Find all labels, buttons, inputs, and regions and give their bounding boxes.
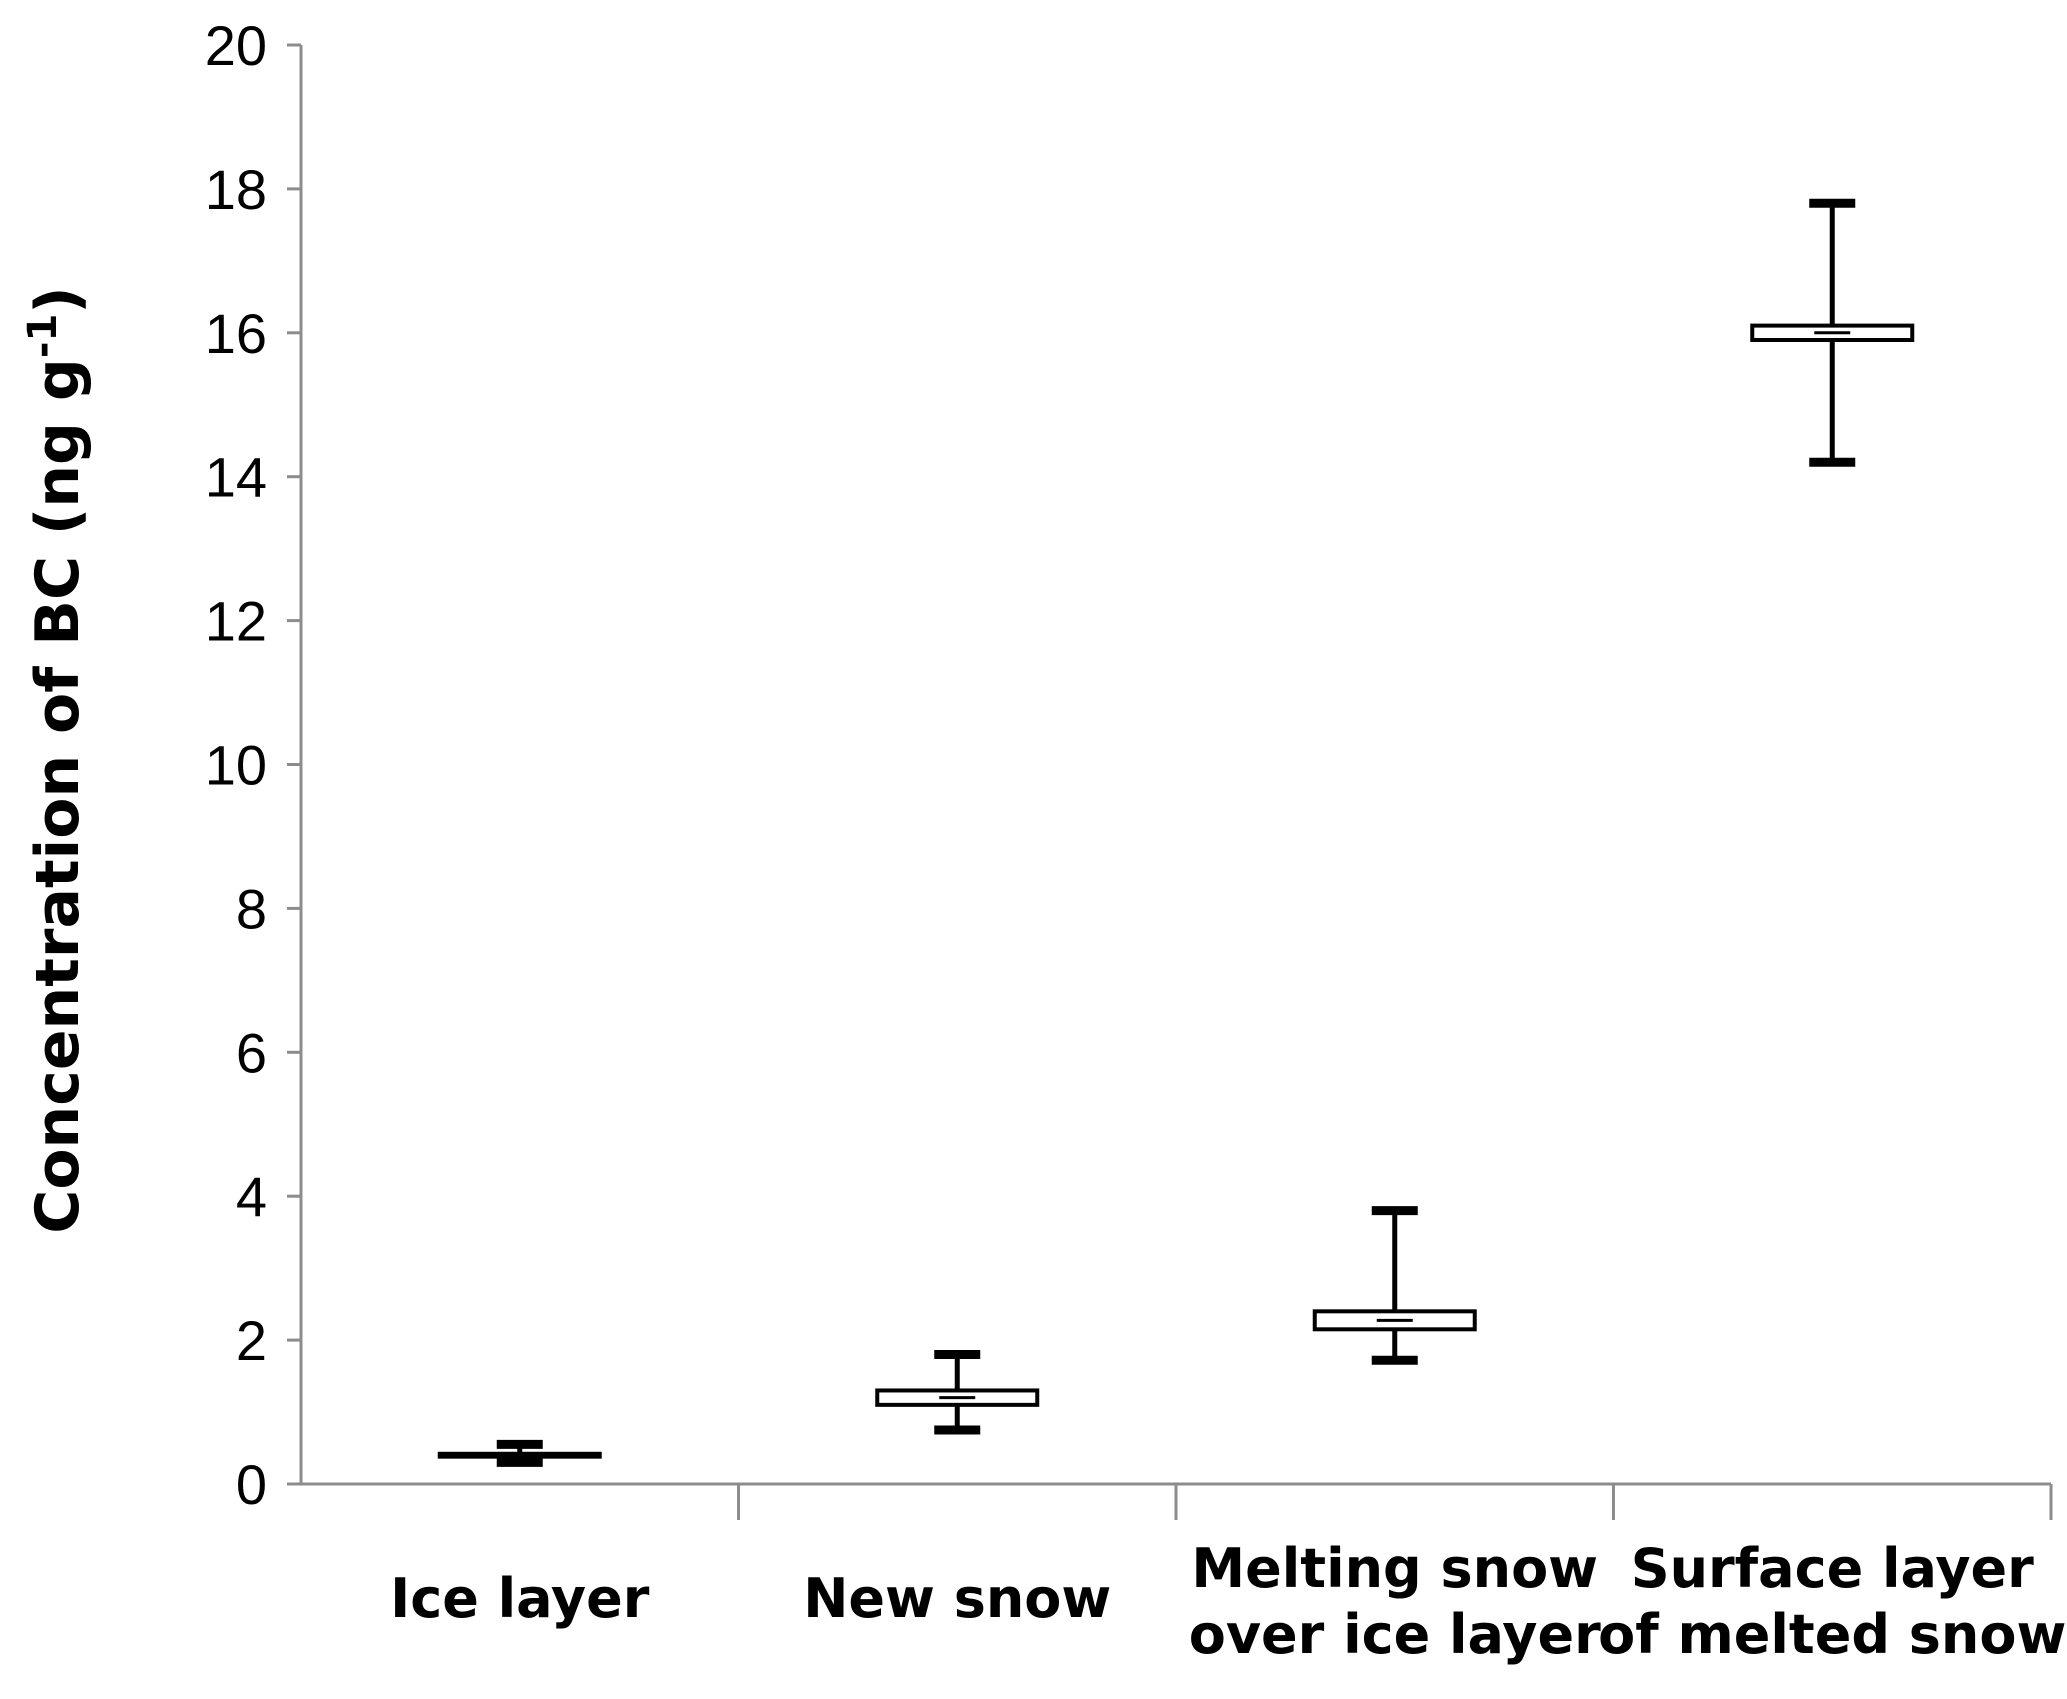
y-tick-label: 12 <box>205 590 267 653</box>
category-labels: Ice layer New snow Melting snow over ice la… <box>390 1537 2066 1666</box>
y-tick-label: 14 <box>205 446 267 509</box>
y-axis: 0 2 4 6 8 10 12 14 16 18 20 <box>205 14 303 1516</box>
category-label: Ice layer <box>390 1567 650 1630</box>
y-tick-label: 0 <box>236 1453 267 1516</box>
boxes <box>437 198 1915 1467</box>
category-label-line: over ice layer <box>1189 1603 1601 1666</box>
y-tick-label: 18 <box>205 158 267 221</box>
box-2 <box>875 1349 1040 1435</box>
y-axis-title-superscript: -1 <box>20 314 66 358</box>
y-tick-label: 6 <box>236 1021 267 1084</box>
y-tick-label: 8 <box>236 877 267 940</box>
y-axis-title-suffix: ) <box>23 286 93 313</box>
y-tick-label: 10 <box>205 734 267 797</box>
category-label: Melting snow over ice layer <box>1189 1537 1601 1666</box>
y-axis-title-main: Concentration of BC (ng g <box>23 358 93 1234</box>
category-label-line: Ice layer <box>390 1567 650 1630</box>
box-4 <box>1750 198 1915 467</box>
box-1 <box>437 1439 602 1467</box>
y-tick-label: 2 <box>236 1309 267 1372</box>
box-3 <box>1312 1206 1477 1365</box>
category-label-line: of melted snow <box>1598 1603 2066 1666</box>
category-label: Surface layer of melted snow <box>1598 1537 2066 1666</box>
category-label-line: New snow <box>803 1567 1111 1630</box>
y-tick-label: 16 <box>205 302 267 365</box>
y-tick-label: 4 <box>236 1165 267 1228</box>
y-axis-title: Concentration of BC (ng g-1) <box>20 286 93 1233</box>
category-label: New snow <box>803 1567 1111 1630</box>
x-axis <box>301 1482 2053 1520</box>
y-tick-label: 20 <box>205 14 267 77</box>
category-label-line: Surface layer <box>1631 1537 2034 1600</box>
category-label-line: Melting snow <box>1191 1537 1598 1600</box>
